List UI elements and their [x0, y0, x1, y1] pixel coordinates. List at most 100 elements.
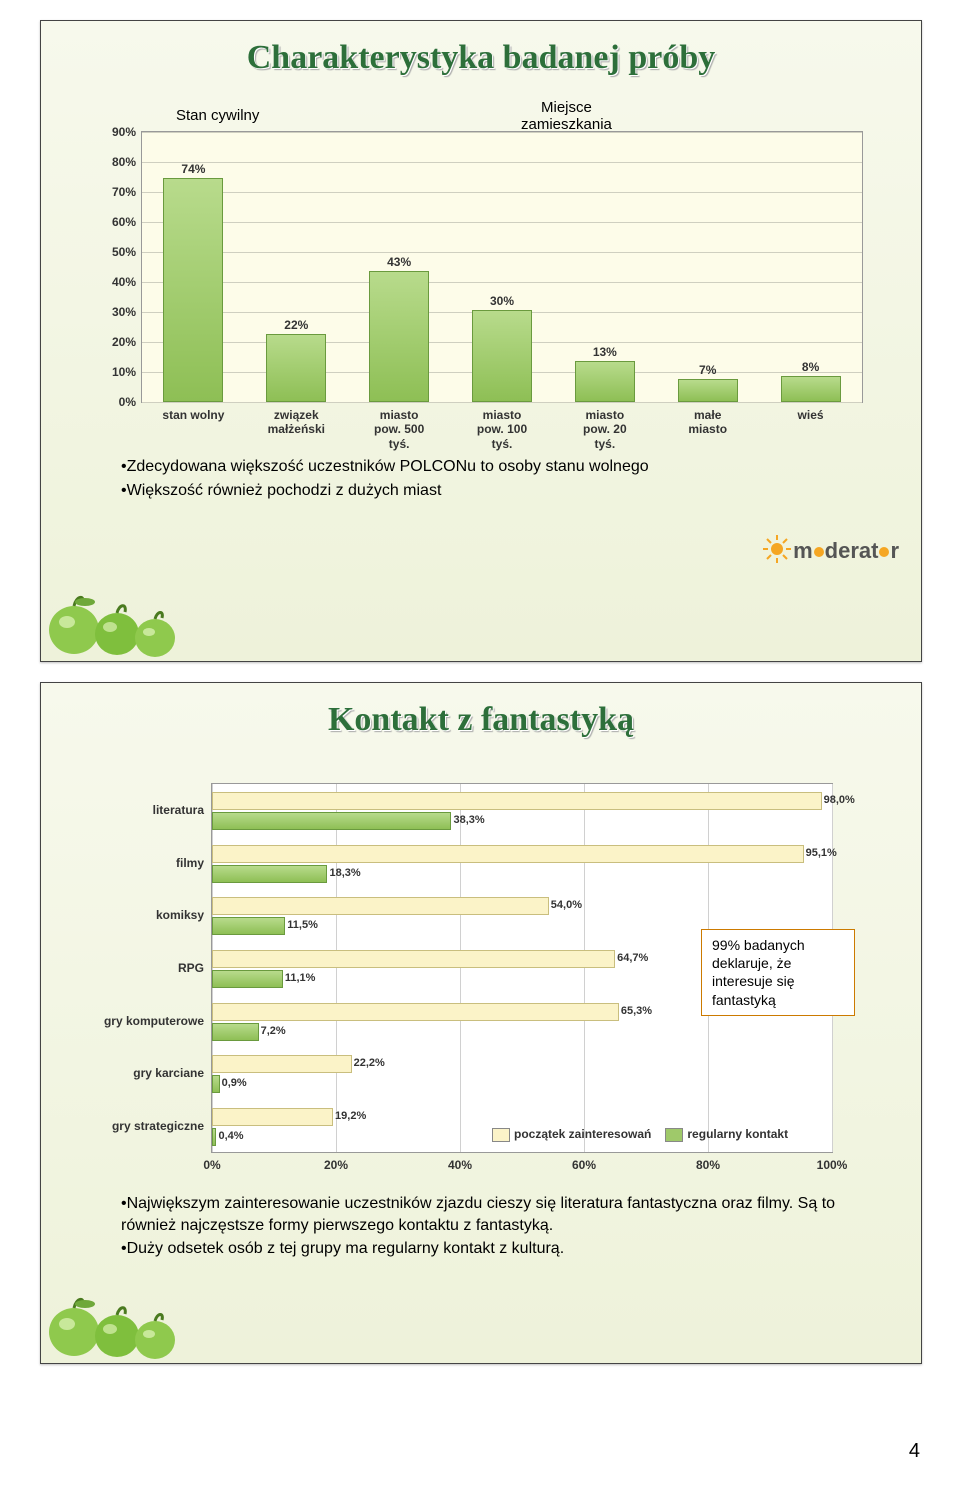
slide2-notes: •Największym zainteresowanie uczestników… [121, 1193, 861, 1262]
bar-col: 43%miastopow. 500tyś. [369, 132, 429, 402]
logo-text-mid: derat [825, 538, 879, 563]
hbar-first [212, 845, 804, 863]
hbar-category: komiksy [156, 908, 212, 922]
note-line: •Duży odsetek osób z tej grupy ma regula… [121, 1238, 861, 1260]
hbar-reg-label: 0,4% [218, 1130, 243, 1142]
hbar-category: gry strategiczne [112, 1119, 212, 1133]
bar-value-label: 74% [181, 162, 205, 176]
note-line: •Większość również pochodzi z dużych mia… [121, 480, 701, 502]
note-line: •Zdecydowana większość uczestników POLCO… [121, 456, 701, 478]
logo-text-pre: m [793, 538, 813, 563]
hbar-first [212, 1108, 333, 1126]
slide-charakterystyka: Charakterystyka badanej próby Stan cywil… [40, 20, 922, 662]
legend-reg: regularny kontakt [665, 1127, 788, 1142]
y-tick: 0% [119, 395, 142, 409]
hbar-row: literatura98,0%38,3% [212, 784, 832, 837]
bar-col: 8%wieś [781, 132, 841, 402]
hbar-first [212, 1003, 619, 1021]
sun-icon [763, 535, 791, 569]
y-tick: 90% [112, 125, 142, 139]
hbar-category: filmy [176, 856, 212, 870]
hbar-reg [212, 865, 327, 883]
hbar-reg [212, 970, 283, 988]
hbar-category: RPG [178, 961, 212, 975]
slide-kontakt: Kontakt z fantastyką 0% 20% 40% 60% 80% 100% l… [40, 682, 922, 1364]
bar-x-label: małemiasto [688, 402, 727, 437]
x-tick: 100% [817, 1152, 848, 1172]
y-tick: 10% [112, 365, 142, 379]
label-miejsce: Miejscezamieszkania [521, 99, 612, 134]
y-tick: 80% [112, 155, 142, 169]
apples-icon-2 [39, 1262, 179, 1367]
bar-col: 74%stan wolny [163, 132, 223, 402]
hbar-reg [212, 1128, 216, 1146]
y-tick: 30% [112, 305, 142, 319]
chart-vbar: 0%10%20%30%40%50%60%70%80%90%74%stan wol… [141, 131, 863, 403]
hbar-first-label: 22,2% [354, 1057, 385, 1069]
hbar-category: gry komputerowe [104, 1014, 212, 1028]
page-number: 4 [909, 1440, 920, 1463]
bar [369, 271, 429, 402]
hbar-reg [212, 1075, 220, 1093]
hbar-row: filmy95,1%18,3% [212, 837, 832, 890]
apples-icon [39, 560, 179, 665]
slide1-title: Charakterystyka badanej próby [41, 39, 921, 77]
bar-value-label: 13% [593, 345, 617, 359]
bar-x-label: miastopow. 500tyś. [374, 402, 424, 451]
hbar-category: literatura [153, 803, 212, 817]
x-tick: 0% [203, 1152, 220, 1172]
tipbox: 99% badanychdeklaruje, żeinteresuje sięf… [701, 929, 855, 1016]
hbar-reg [212, 812, 451, 830]
bar [781, 376, 841, 402]
x-tick: 60% [572, 1152, 596, 1172]
legend: początek zainteresowań regularny kontakt [492, 1127, 788, 1142]
bar-x-label: związekmałżeński [268, 402, 325, 437]
hbar-category: gry karciane [133, 1066, 212, 1080]
slide1-notes: •Zdecydowana większość uczestników POLCO… [121, 456, 701, 503]
bar-col: 30%miastopow. 100tyś. [472, 132, 532, 402]
hbar-first-label: 95,1% [806, 847, 837, 859]
x-tick: 40% [448, 1152, 472, 1172]
bar-value-label: 30% [490, 294, 514, 308]
y-tick: 60% [112, 215, 142, 229]
bar-col: 22%związekmałżeński [266, 132, 326, 402]
hbar-reg-label: 11,1% [285, 972, 316, 984]
logo-dot-2 [879, 547, 889, 557]
hbar-first-label: 65,3% [621, 1005, 652, 1017]
tip-line: 99% badanych [712, 936, 844, 954]
label-stan-cywilny: Stan cywilny [176, 107, 259, 124]
hbar-reg [212, 1023, 259, 1041]
hbar-first [212, 792, 822, 810]
hbar-first-label: 64,7% [617, 952, 648, 964]
logo-dot-1 [814, 547, 824, 557]
bar-x-label: stan wolny [162, 402, 224, 422]
tip-line: deklaruje, że [712, 954, 844, 972]
hbar-reg-label: 18,3% [329, 867, 360, 879]
slide2-title: Kontakt z fantastyką [41, 701, 921, 739]
bar-x-label: miastopow. 100tyś. [477, 402, 527, 451]
hbar-first [212, 950, 615, 968]
hbar-first [212, 1055, 352, 1073]
hbar-reg-label: 38,3% [453, 814, 484, 826]
hbar-first [212, 897, 549, 915]
bar [266, 334, 326, 402]
bar-value-label: 43% [387, 255, 411, 269]
hbar-first-label: 98,0% [824, 794, 855, 806]
bar [575, 361, 635, 402]
hbar-reg-label: 0,9% [222, 1077, 247, 1089]
tip-line: interesuje się [712, 972, 844, 990]
hbar-row: gry strategiczne19,2%0,4% [212, 1099, 832, 1152]
bar [678, 379, 738, 402]
x-tick: 20% [324, 1152, 348, 1172]
y-tick: 40% [112, 275, 142, 289]
hbar-first-label: 19,2% [335, 1110, 366, 1122]
bar [472, 310, 532, 402]
hbar-first-label: 54,0% [551, 899, 582, 911]
y-tick: 50% [112, 245, 142, 259]
bar-x-label: miastopow. 20tyś. [583, 402, 627, 451]
legend-first: początek zainteresowań [492, 1127, 651, 1142]
hbar-reg [212, 917, 285, 935]
hbar-reg-label: 7,2% [261, 1025, 286, 1037]
y-tick: 20% [112, 335, 142, 349]
x-tick: 80% [696, 1152, 720, 1172]
